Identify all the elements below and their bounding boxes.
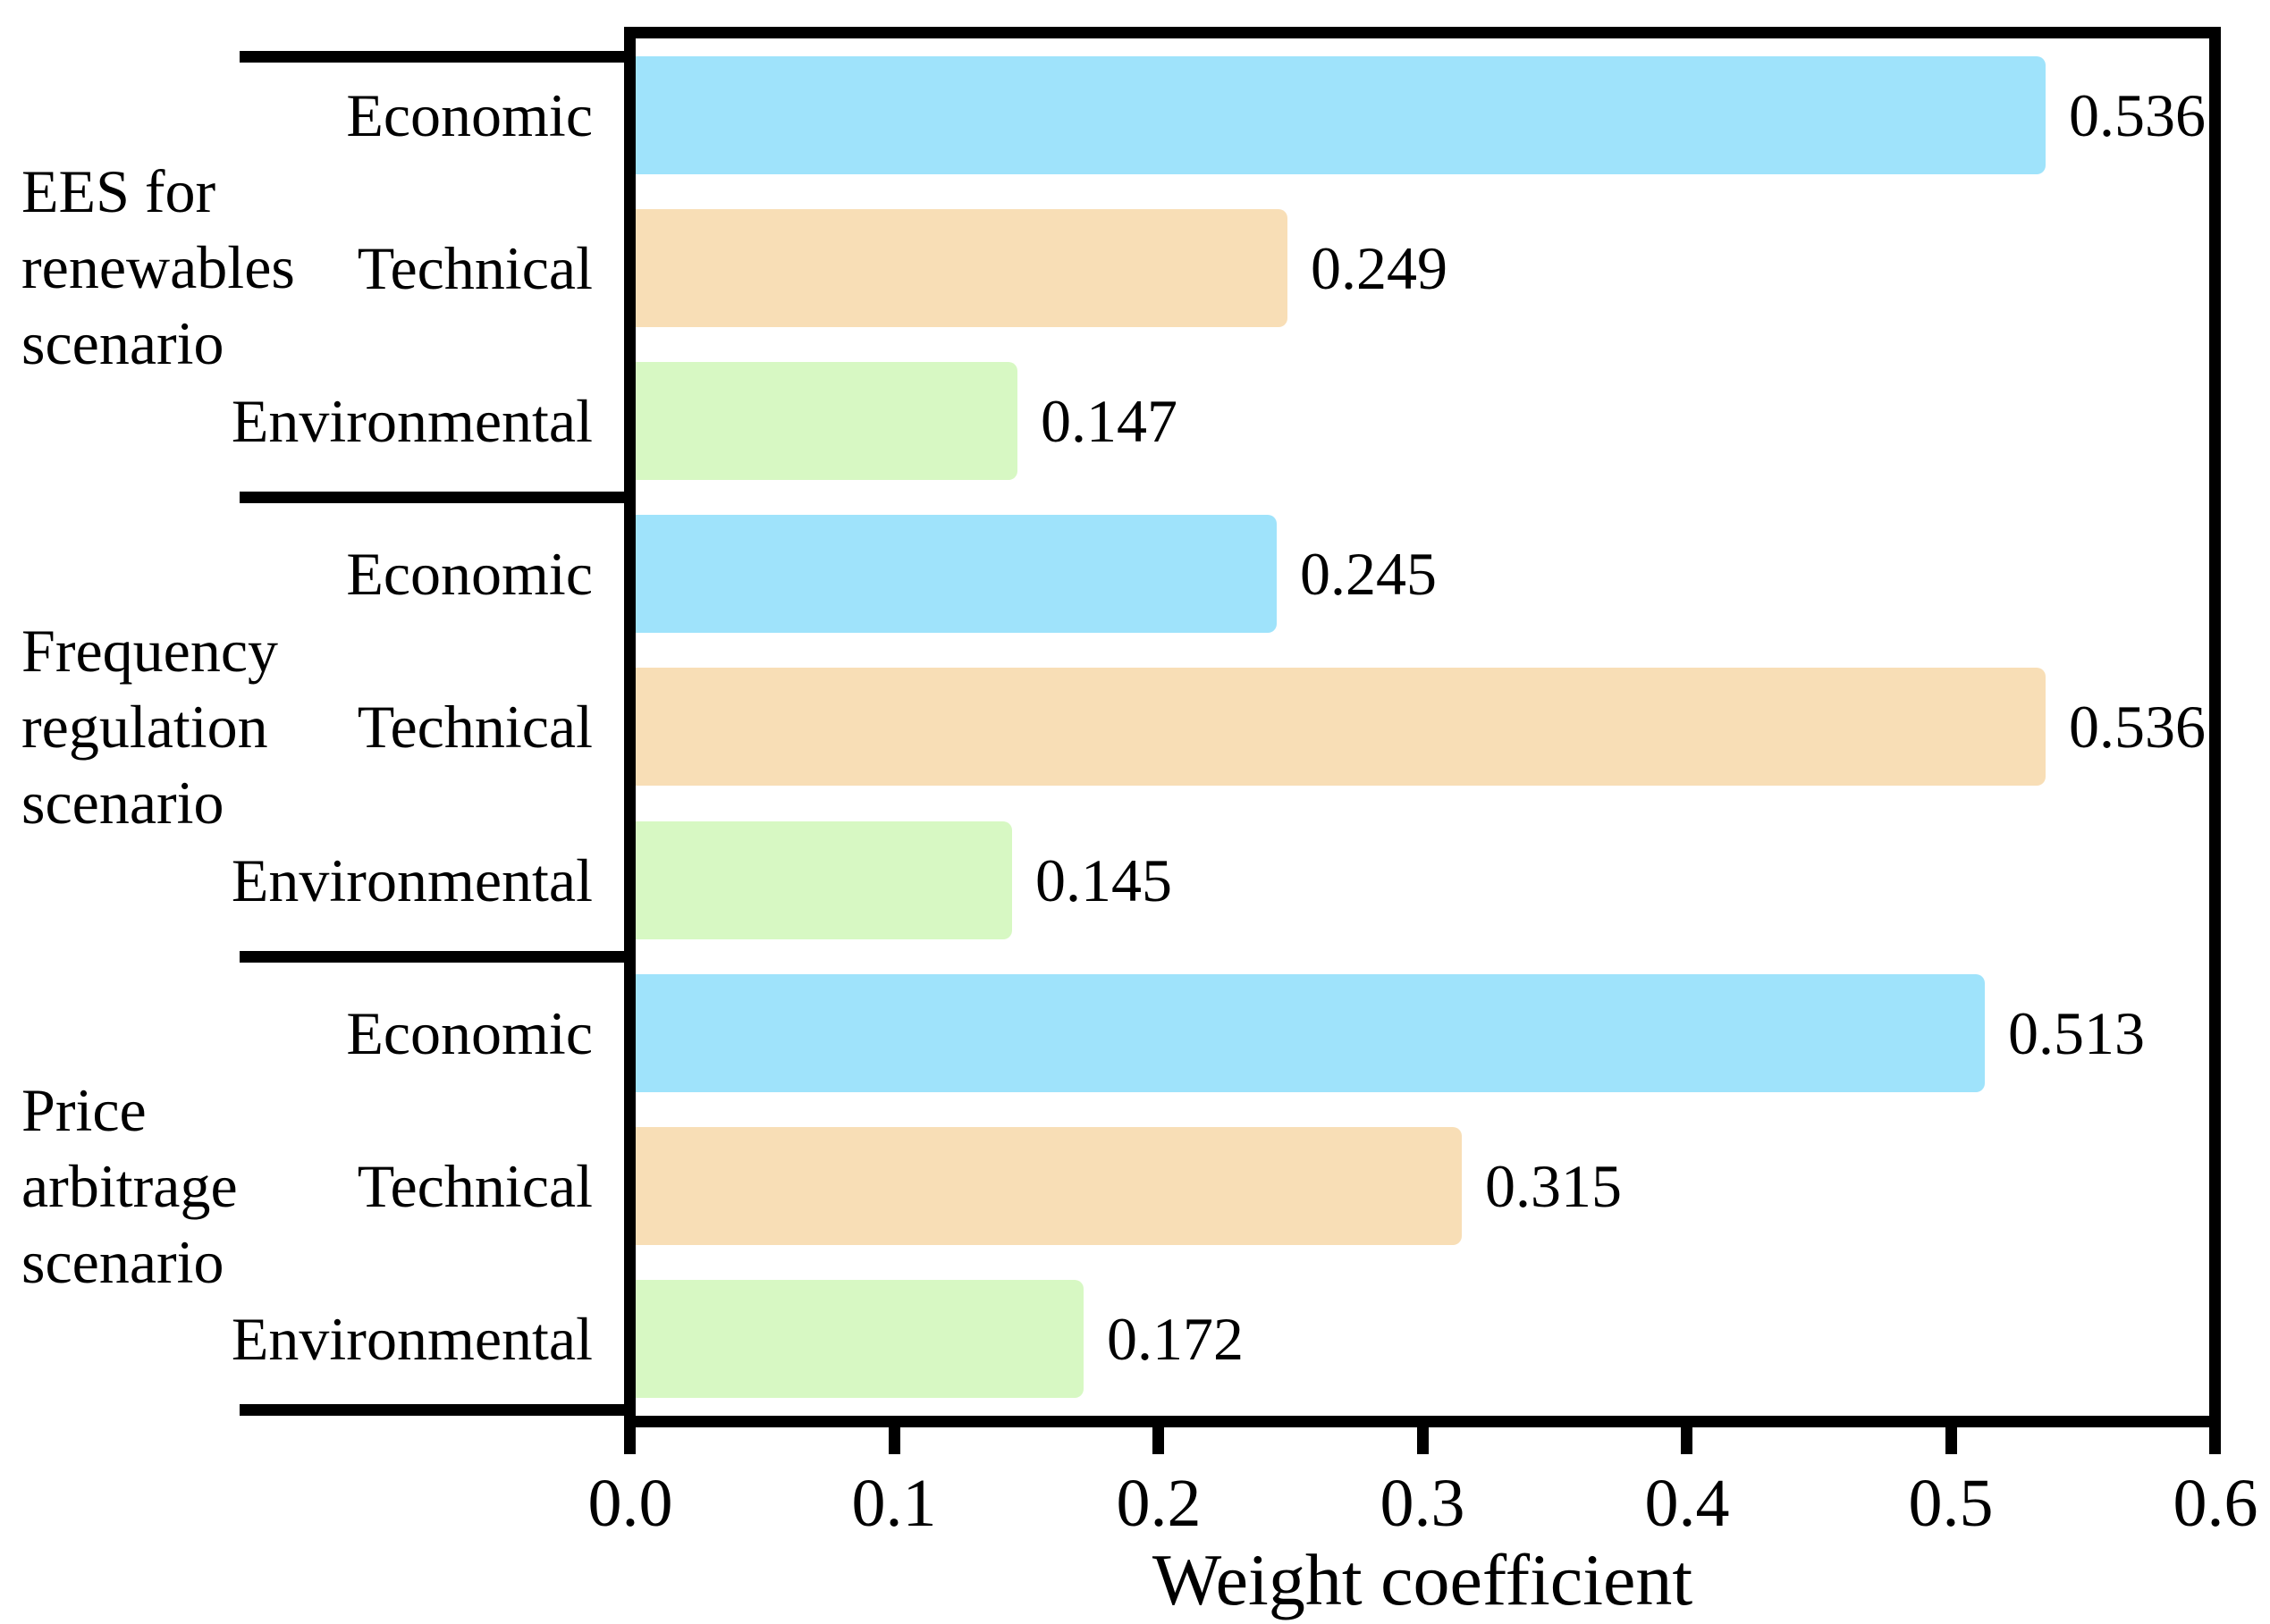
- group-label: Frequency regulation scenario: [21, 613, 558, 841]
- bar-value-label: 0.249: [1311, 234, 1447, 302]
- category-label-environmental: Environmental: [231, 846, 593, 914]
- bar-technical: [636, 1127, 1462, 1245]
- group-label-line: scenario: [21, 1228, 224, 1296]
- bar-environmental: [636, 821, 1012, 939]
- bar-value-label: 0.172: [1107, 1305, 1244, 1373]
- bar-value-label: 0.536: [2069, 81, 2206, 149]
- x-axis-tick: [1945, 1427, 1957, 1454]
- x-axis-tick-label: 0.6: [2173, 1466, 2258, 1541]
- x-axis-tick-label: 0.2: [1116, 1466, 1202, 1541]
- bar-value-label: 0.145: [1035, 846, 1172, 914]
- x-axis-tick: [889, 1427, 900, 1454]
- bar-value-label: 0.536: [2069, 693, 2206, 761]
- bar-value-label: 0.513: [2008, 999, 2145, 1067]
- group-separator-line: [240, 951, 636, 963]
- x-axis-tick-label: 0.1: [851, 1466, 937, 1541]
- x-axis-tick-label: 0.4: [1644, 1466, 1730, 1541]
- group-label-line: EES for: [21, 157, 216, 225]
- bar-technical: [636, 209, 1287, 327]
- x-axis-tick-label: 0.5: [1908, 1466, 1994, 1541]
- category-label-environmental: Environmental: [231, 1305, 593, 1373]
- bar-economic: [636, 974, 1985, 1092]
- group-separator-line: [240, 1404, 636, 1416]
- group-separator-line: [240, 51, 636, 63]
- group-label-line: scenario: [21, 769, 224, 837]
- x-axis-tick: [1417, 1427, 1429, 1454]
- x-axis-tick-label: 0.3: [1380, 1466, 1465, 1541]
- group-label-line: scenario: [21, 309, 224, 377]
- x-axis-tick: [1152, 1427, 1164, 1454]
- bar-economic: [636, 515, 1277, 633]
- bar-value-label: 0.315: [1485, 1152, 1622, 1220]
- bar-value-label: 0.245: [1300, 540, 1437, 608]
- x-axis-title: Weight coefficient: [1152, 1539, 1693, 1620]
- x-axis-tick-label: 0.0: [587, 1466, 673, 1541]
- bar-economic: [636, 56, 2046, 174]
- x-axis-tick: [2209, 1427, 2221, 1454]
- group-label-line: regulation: [21, 693, 268, 761]
- x-axis-tick: [1681, 1427, 1692, 1454]
- bar-environmental: [636, 362, 1017, 480]
- bar-environmental: [636, 1280, 1084, 1398]
- plot-border: [624, 27, 2221, 1427]
- x-axis-tick: [624, 1427, 636, 1454]
- category-label-technical: Technical: [357, 234, 593, 302]
- category-label-economic: Economic: [346, 81, 593, 149]
- group-label: EES for renewables scenario: [21, 154, 558, 382]
- category-label-economic: Economic: [346, 999, 593, 1067]
- bar-technical: [636, 668, 2046, 786]
- group-label: Price arbitrage scenario: [21, 1073, 558, 1300]
- group-separator-line: [240, 492, 636, 503]
- group-label-line: Frequency: [21, 617, 279, 685]
- category-label-technical: Technical: [357, 693, 593, 761]
- group-label-line: arbitrage: [21, 1152, 238, 1220]
- category-label-environmental: Environmental: [231, 387, 593, 455]
- group-label-line: Price: [21, 1076, 147, 1144]
- category-label-economic: Economic: [346, 540, 593, 608]
- category-label-technical: Technical: [357, 1152, 593, 1220]
- bar-value-label: 0.147: [1041, 387, 1177, 455]
- group-label-line: renewables: [21, 233, 295, 301]
